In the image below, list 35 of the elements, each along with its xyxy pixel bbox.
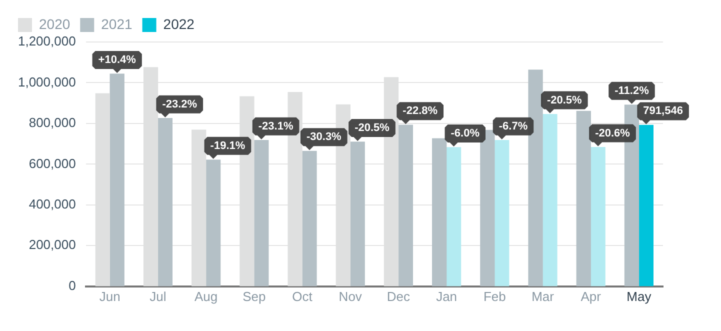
x-tick-label: Sep — [242, 288, 266, 304]
y-tick-label: 1,200,000 — [18, 34, 76, 49]
x-tick-label: May — [626, 288, 652, 304]
annotation: +10.4% — [98, 54, 136, 66]
x-tick-label: Jun — [99, 288, 120, 304]
annotation: -11.2% — [614, 84, 650, 97]
data-label: 791,546 — [643, 105, 683, 118]
legend-label: 2020 — [39, 16, 70, 32]
y-tick-label: 1,000,000 — [18, 74, 76, 90]
x-tick-label: Apr — [580, 288, 602, 304]
legend-label: 2021 — [101, 16, 133, 32]
annotation: -20.5% — [354, 122, 390, 134]
annotation: -30.3% — [306, 131, 342, 144]
annotation: -22.8% — [402, 105, 438, 118]
y-tick-label: 0 — [68, 278, 76, 293]
annotation: -6.0% — [450, 128, 480, 140]
annotation: -6.7% — [498, 120, 528, 132]
x-tick-label: Mar — [532, 288, 555, 304]
y-tick-label: 600,000 — [28, 156, 76, 171]
x-tick-label: Feb — [483, 288, 506, 304]
x-tick-label: Jul — [150, 288, 166, 304]
x-tick-label: Nov — [338, 288, 362, 304]
y-tick-label: 800,000 — [28, 115, 76, 130]
x-tick-label: Dec — [386, 288, 411, 304]
x-tick-label: Jan — [436, 288, 458, 304]
annotation: -23.1% — [258, 120, 294, 132]
x-tick-label: Aug — [194, 288, 218, 304]
annotation: -19.1% — [210, 140, 246, 152]
y-tick-label: 200,000 — [28, 237, 76, 252]
annotation: -23.2% — [162, 98, 198, 110]
x-tick-label: Oct — [292, 288, 313, 304]
annotation: -20.5% — [546, 94, 582, 106]
annotation: -20.6% — [595, 127, 630, 140]
legend-label: 2022 — [163, 16, 195, 32]
y-tick-label: 400,000 — [28, 196, 76, 212]
